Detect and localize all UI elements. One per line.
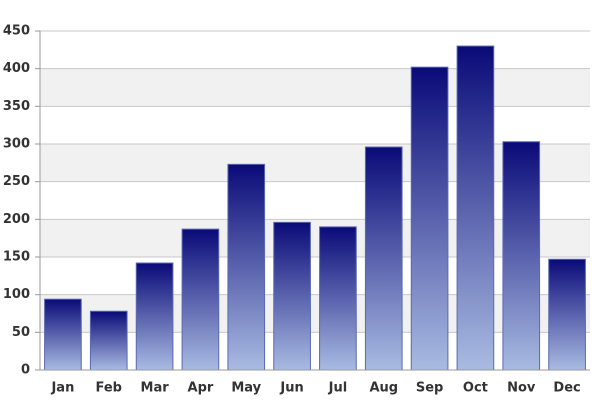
bar (548, 258, 586, 371)
y-tick-label: 0 (21, 363, 30, 378)
y-tick-label: 400 (3, 61, 30, 76)
x-tick-label: Apr (188, 381, 214, 396)
y-tick-label: 100 (3, 287, 30, 302)
y-tick-label: 50 (12, 325, 30, 340)
x-tick-label: Dec (553, 381, 580, 396)
grid-band (40, 294, 590, 333)
grid-band (40, 144, 590, 182)
y-tick-label: 350 (3, 99, 30, 114)
grid-band (40, 68, 590, 107)
bar (89, 310, 128, 371)
x-tick-label: Oct (463, 381, 488, 396)
x-tick-label: Sep (416, 381, 444, 396)
x-tick-label: Jul (328, 381, 348, 396)
bar (227, 163, 266, 371)
bar (319, 226, 357, 371)
bar (502, 141, 541, 371)
y-tick-label: 200 (3, 212, 30, 227)
bar (364, 146, 403, 371)
x-tick-label: Mar (141, 381, 170, 396)
x-tick-label: Feb (96, 381, 122, 396)
x-tick-label: Jun (279, 381, 303, 396)
y-tick-label: 150 (3, 250, 30, 265)
y-tick-label: 250 (3, 174, 30, 189)
x-tick-label: Nov (507, 381, 536, 396)
bar (410, 66, 449, 371)
bar (273, 221, 311, 371)
bar (135, 262, 174, 371)
x-tick-label: Aug (369, 381, 398, 396)
y-tick-label: 450 (3, 24, 30, 39)
y-tick-label: 300 (3, 137, 30, 152)
bar (456, 45, 495, 371)
bar (44, 298, 82, 371)
bar (181, 228, 220, 371)
grid-band (40, 219, 590, 257)
x-tick-label: Jan (50, 381, 74, 396)
x-tick-label: May (231, 381, 261, 396)
